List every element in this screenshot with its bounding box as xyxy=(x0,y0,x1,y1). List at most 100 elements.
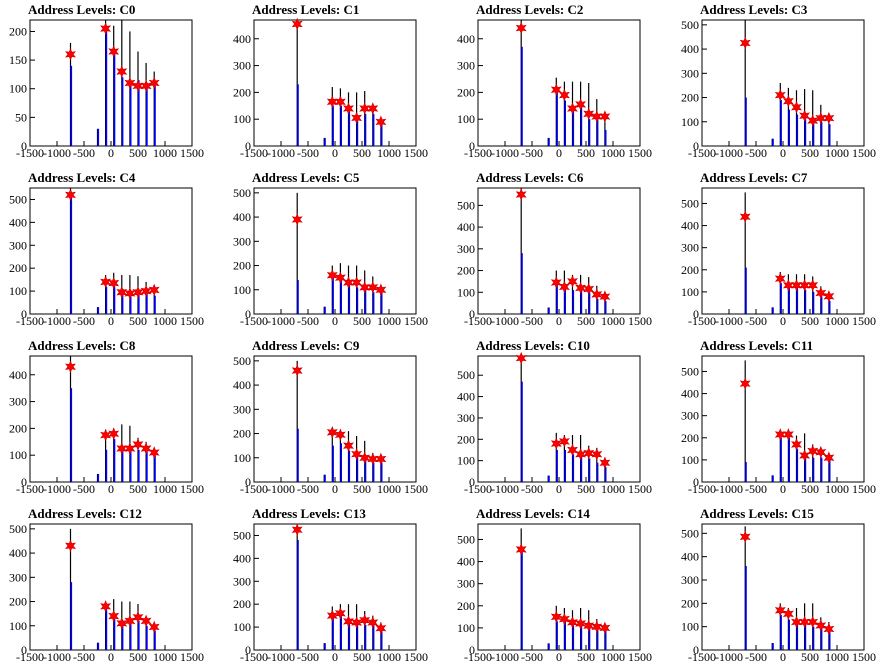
y-tick-label: 200 xyxy=(9,595,27,609)
x-tick-label: 500 xyxy=(577,146,595,160)
x-tick-label: 0 xyxy=(556,650,562,664)
peak-marker xyxy=(558,280,570,294)
y-tick-label: 200 xyxy=(681,596,699,610)
plot-frame xyxy=(29,355,193,483)
chart-title: Address Levels: C3 xyxy=(700,2,808,17)
x-tick-label: 1500 xyxy=(628,314,652,328)
plot-frame xyxy=(477,19,641,147)
y-tick-label: 100 xyxy=(681,453,699,467)
chart-panel-c4: Address Levels: C4 0 100 200 300 400 500 -1500-… xyxy=(0,168,224,336)
x-tick-label: 0 xyxy=(332,650,338,664)
x-tick-label: 1500 xyxy=(852,314,876,328)
chart-title: Address Levels: C15 xyxy=(700,506,814,521)
peak-marker xyxy=(599,110,611,123)
x-tick-label: 0 xyxy=(108,146,114,160)
x-tick-label: 1500 xyxy=(628,650,652,664)
y-tick-label: 200 xyxy=(457,264,475,278)
peak-marker xyxy=(567,616,578,629)
x-tick-label: -500 xyxy=(521,650,543,664)
peak-marker xyxy=(782,94,794,108)
x-tick-label: -1500 xyxy=(240,482,268,496)
y-tick-label: 400 xyxy=(233,378,251,392)
peak-marker xyxy=(774,88,786,102)
chart-panel-c7: Address Levels: C7 0 100 200 300 400 500 -1500-… xyxy=(672,168,896,336)
chart-panel-c11: Address Levels: C11 0 100 200 300 400 500 -1500… xyxy=(672,336,896,504)
y-tick-label: 300 xyxy=(457,577,475,591)
y-tick-label: 500 xyxy=(457,532,475,546)
peak-marker xyxy=(326,95,338,109)
plot-frame xyxy=(29,523,193,651)
x-tick-label: -1000 xyxy=(267,482,295,496)
x-tick-label: 1500 xyxy=(404,650,428,664)
y-tick-label: 0 xyxy=(693,139,699,153)
x-tick-label: 0 xyxy=(332,146,338,160)
peak-marker xyxy=(343,276,354,289)
chart-title: Address Levels: C9 xyxy=(252,338,360,353)
x-tick-label: -500 xyxy=(297,482,319,496)
chart-title: Address Levels: C12 xyxy=(28,506,142,521)
peak-marker xyxy=(807,278,819,292)
y-tick-label: 400 xyxy=(681,550,699,564)
y-tick-label: 100 xyxy=(233,451,251,465)
peak-marker xyxy=(823,451,835,464)
chart-panel-c1: Address Levels: C1 0 100 200 300 400 -1500 -100… xyxy=(224,0,448,168)
chart-title: Address Levels: C11 xyxy=(700,338,813,353)
peak-marker xyxy=(359,281,371,294)
y-tick-label: 100 xyxy=(9,619,27,633)
peak-marker xyxy=(807,615,819,629)
y-tick-label: 300 xyxy=(9,570,27,584)
peak-marker xyxy=(367,102,379,115)
peak-marker xyxy=(124,76,136,90)
x-tick-label: 1000 xyxy=(377,482,401,496)
peak-marker xyxy=(334,428,346,442)
y-tick-label: 300 xyxy=(457,242,475,256)
x-tick-label: -1500 xyxy=(464,146,492,160)
x-tick-label: -500 xyxy=(745,314,767,328)
y-tick-label: 100 xyxy=(681,115,699,129)
peak-marker xyxy=(739,36,751,50)
peak-marker xyxy=(375,283,387,297)
peak-marker xyxy=(739,377,751,390)
x-tick-label: 500 xyxy=(129,650,147,664)
y-tick-label: 0 xyxy=(245,307,251,321)
x-tick-label: -1500 xyxy=(688,146,716,160)
x-tick-label: 1000 xyxy=(825,650,849,664)
x-tick-label: -500 xyxy=(745,650,767,664)
x-tick-label: -500 xyxy=(745,482,767,496)
peak-marker xyxy=(359,451,371,465)
y-tick-label: 0 xyxy=(693,643,699,657)
x-tick-label: 0 xyxy=(780,146,786,160)
peak-marker xyxy=(774,604,786,617)
peak-marker xyxy=(515,543,527,556)
peak-marker xyxy=(65,360,76,374)
x-tick-label: 500 xyxy=(353,146,371,160)
chart-title: Address Levels: C8 xyxy=(28,338,136,353)
x-tick-label: 500 xyxy=(129,482,147,496)
peak-marker xyxy=(799,278,811,292)
x-tick-label: -1500 xyxy=(464,650,492,664)
x-tick-label: 1000 xyxy=(601,650,625,664)
y-tick-label: 500 xyxy=(681,526,699,540)
y-tick-label: 400 xyxy=(233,32,251,46)
y-tick-label: 300 xyxy=(681,573,699,587)
y-tick-label: 300 xyxy=(681,66,699,80)
y-tick-label: 400 xyxy=(457,32,475,46)
x-tick-label: -500 xyxy=(521,482,543,496)
peak-marker xyxy=(791,278,802,292)
peak-marker xyxy=(567,102,578,115)
y-tick-label: 0 xyxy=(469,643,475,657)
y-tick-label: 0 xyxy=(245,475,251,489)
chart-title: Address Levels: C7 xyxy=(700,170,808,185)
x-tick-label: 500 xyxy=(577,650,595,664)
peak-marker xyxy=(148,76,160,90)
x-tick-label: -500 xyxy=(521,146,543,160)
x-tick-label: -1000 xyxy=(491,482,519,496)
peak-marker xyxy=(823,290,835,303)
chart-svg: Address Levels: C8 0 100 200 300 400 -1500 -100… xyxy=(9,338,204,496)
peak-marker xyxy=(148,620,160,634)
peak-marker xyxy=(351,276,363,289)
peak-marker xyxy=(124,442,136,455)
peak-marker xyxy=(291,213,303,226)
peak-marker xyxy=(359,102,371,115)
